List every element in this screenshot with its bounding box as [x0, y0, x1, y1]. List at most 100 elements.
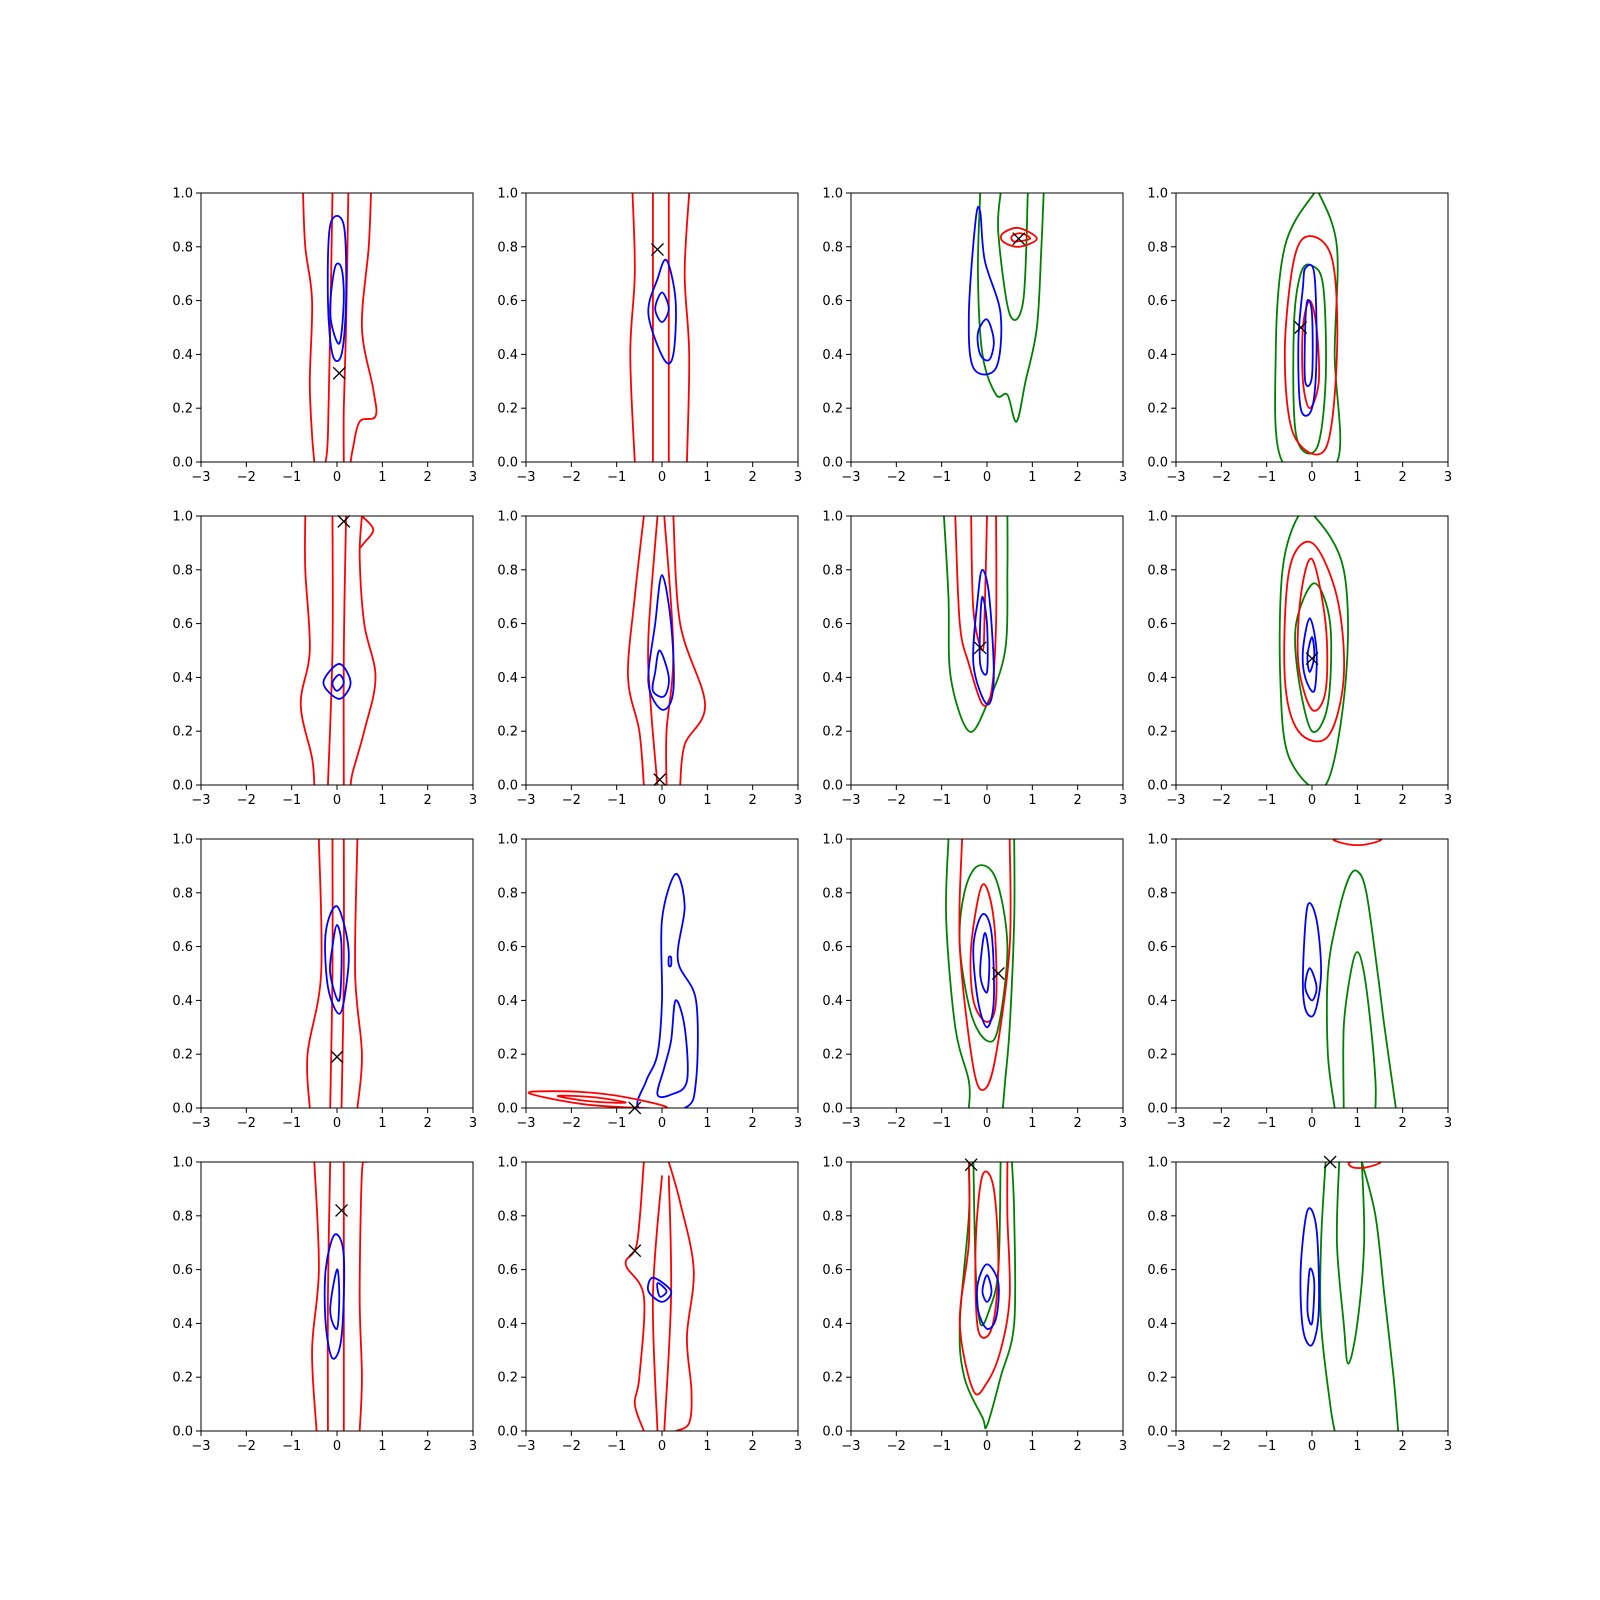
panel-contours — [311, 1162, 368, 1431]
axes-frame — [1175, 838, 1449, 1109]
x-tick-label: 2 — [1074, 1439, 1082, 1454]
x-tick-label: 1 — [1353, 470, 1361, 485]
y-tick-label: 0.2 — [497, 725, 518, 740]
x-tick-label: 1 — [378, 470, 386, 485]
panel-10: −3 −2 −1 0 1 2 3 0.0 0.2 0.4 0.6 0.8 1.0 — [497, 833, 802, 1132]
x-tick-label: −1 — [932, 1439, 951, 1454]
y-tick-label: 0.0 — [497, 1102, 518, 1117]
y-tick-label: 0.0 — [172, 779, 193, 794]
y-tick-label: 0.2 — [172, 402, 193, 417]
red-contour — [349, 193, 378, 462]
y-tick-label: 0.4 — [1147, 348, 1168, 363]
y-tick-label: 0.6 — [172, 617, 193, 632]
y-tick-label: 0.6 — [822, 940, 843, 955]
y-tick-label: 1.0 — [822, 187, 843, 202]
blue-contour — [975, 1263, 1000, 1330]
blue-contour — [1301, 902, 1322, 1018]
y-tick-label: 0.4 — [1147, 671, 1168, 686]
x-marker — [651, 243, 664, 256]
y-tick-label: 0.4 — [822, 994, 843, 1009]
x-marker — [1012, 232, 1026, 246]
x-tick-label: 0 — [983, 793, 991, 808]
x-tick-label: −3 — [191, 1116, 210, 1131]
x-tick-label: 3 — [469, 793, 477, 808]
x-tick-label: −3 — [841, 1116, 860, 1131]
y-tick-label: 0.2 — [1147, 402, 1168, 417]
x-tick-label: 3 — [1444, 1439, 1452, 1454]
blue-contour — [656, 1282, 668, 1298]
x-tick-label: −1 — [607, 1439, 626, 1454]
panel-13: −3 −2 −1 0 1 2 3 0.0 0.2 0.4 0.6 0.8 1.0 — [172, 1156, 477, 1455]
x-tick-label: 3 — [469, 1116, 477, 1131]
x-tick-label: 3 — [794, 470, 802, 485]
blue-contour — [1297, 263, 1318, 417]
green-contour — [1294, 582, 1333, 733]
y-tick-label: 0.4 — [1147, 1317, 1168, 1332]
red-contour — [647, 516, 659, 785]
x-tick-label: 2 — [1074, 793, 1082, 808]
blue-contour — [978, 595, 989, 676]
y-tick-label: 0.0 — [822, 779, 843, 794]
x-tick-label: −3 — [191, 1439, 210, 1454]
x-tick-label: 2 — [424, 1439, 432, 1454]
x-tick-label: 0 — [983, 1439, 991, 1454]
panel-11: −3 −2 −1 0 1 2 3 0.0 0.2 0.4 0.6 0.8 1.0 — [822, 833, 1127, 1132]
y-tick-label: 0.2 — [822, 402, 843, 417]
x-tick-label: −2 — [237, 470, 256, 485]
x-tick-label: −3 — [1166, 1439, 1185, 1454]
x-tick-label: −1 — [1257, 1116, 1276, 1131]
blue-contour — [329, 1268, 341, 1330]
x-tick-label: −2 — [237, 793, 256, 808]
y-tick-label: 0.0 — [497, 779, 518, 794]
panel-contours — [958, 1162, 1017, 1430]
y-tick-label: 0.6 — [172, 940, 193, 955]
x-tick-label: 1 — [703, 793, 711, 808]
y-tick-label: 0.8 — [822, 886, 843, 901]
panel-contours — [1301, 839, 1397, 1108]
blue-contour — [667, 955, 673, 968]
blue-contour — [1301, 617, 1318, 693]
panel-contours — [943, 516, 1009, 733]
y-tick-label: 0.2 — [822, 1048, 843, 1063]
y-tick-label: 1.0 — [172, 510, 193, 525]
x-tick-label: −1 — [282, 470, 301, 485]
y-tick-label: 0.2 — [1147, 1371, 1168, 1386]
y-tick-label: 0.0 — [1147, 1425, 1168, 1440]
green-contour — [1274, 193, 1342, 462]
y-tick-label: 0.4 — [172, 1317, 193, 1332]
red-contour — [627, 516, 645, 785]
x-tick-label: −3 — [516, 1116, 535, 1131]
y-tick-label: 0.0 — [1147, 456, 1168, 471]
x-tick-label: −3 — [841, 793, 860, 808]
x-tick-label: 0 — [333, 470, 341, 485]
x-tick-label: 3 — [1444, 470, 1452, 485]
x-tick-label: 3 — [1444, 1116, 1452, 1131]
red-contour — [1296, 557, 1329, 712]
x-tick-label: 2 — [1399, 793, 1407, 808]
y-tick-label: 0.0 — [497, 456, 518, 471]
panel-contours — [627, 516, 706, 785]
axes-frame — [200, 192, 474, 463]
axes-frame — [1175, 515, 1449, 786]
blue-contour — [647, 258, 677, 365]
x-tick-label: 2 — [1399, 1116, 1407, 1131]
blue-contour — [323, 1233, 346, 1360]
y-tick-label: 0.2 — [172, 1371, 193, 1386]
red-contour — [327, 516, 334, 785]
x-tick-label: −2 — [887, 793, 906, 808]
panel-contours — [306, 839, 363, 1108]
panel-16: −3 −2 −1 0 1 2 3 0.0 0.2 0.4 0.6 0.8 1.0 — [1147, 1156, 1452, 1455]
y-tick-label: 0.6 — [172, 294, 193, 309]
y-tick-label: 0.4 — [172, 348, 193, 363]
y-tick-label: 0.0 — [172, 1425, 193, 1440]
blue-contour — [326, 215, 348, 362]
blue-contour — [979, 932, 991, 994]
y-tick-label: 0.2 — [1147, 1048, 1168, 1063]
x-tick-label: 0 — [1308, 793, 1316, 808]
axes-frame — [200, 1161, 474, 1432]
y-tick-label: 0.0 — [1147, 1102, 1168, 1117]
y-tick-label: 1.0 — [1147, 1156, 1168, 1171]
y-tick-label: 0.8 — [172, 886, 193, 901]
green-contour — [1360, 1162, 1400, 1431]
blue-contour — [1306, 1267, 1316, 1326]
